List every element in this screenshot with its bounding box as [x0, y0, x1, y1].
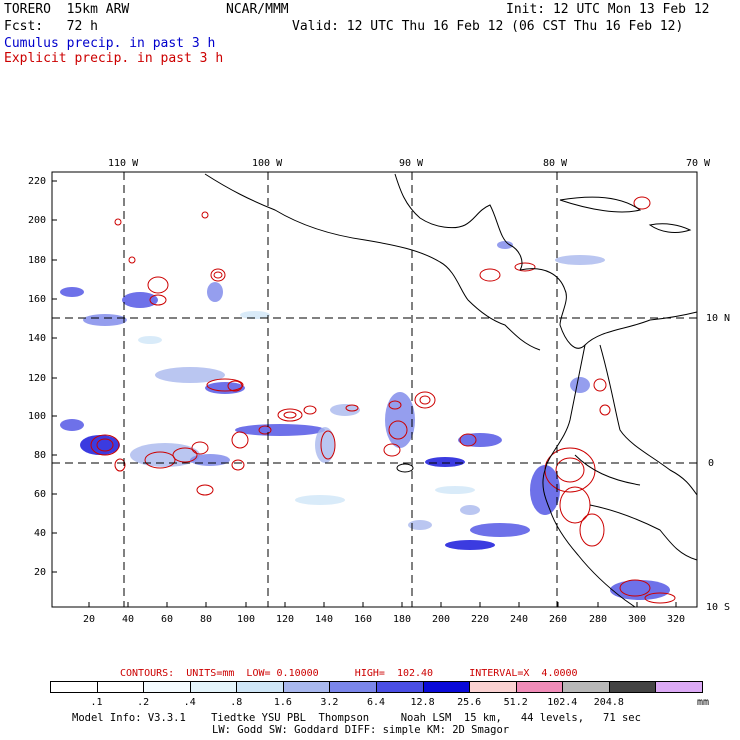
lat-label-0: 0 [708, 458, 715, 469]
x-tick-260: 260 [549, 614, 568, 625]
hispaniola-outline [648, 223, 692, 233]
map-frame [51, 171, 698, 608]
south-america-west-coast [542, 344, 636, 608]
colorbar-value: .2 [137, 697, 150, 708]
galapagos [396, 463, 414, 473]
forecast-hour: Fcst: 72 h [4, 19, 98, 34]
y-tick-140: 140 [28, 333, 47, 344]
footer-physics-info: LW: Godd SW: Goddard DIFF: simple KM: 2D… [212, 724, 510, 736]
x-tick-140: 140 [315, 614, 334, 625]
x-tick-240: 240 [510, 614, 529, 625]
x-tick-220: 220 [471, 614, 490, 625]
cuba-outline [559, 196, 642, 213]
colorbar-swatch [282, 681, 331, 693]
y-tick-120: 120 [28, 373, 47, 384]
tick-marks [52, 180, 677, 607]
x-tick-80: 80 [200, 614, 213, 625]
colorbar-swatch [329, 681, 377, 693]
colorbar-swatch [143, 681, 191, 693]
yucatan-gulf-coast [394, 173, 523, 271]
lat-label-10s: 10 S [706, 602, 731, 613]
explicit-legend: Explicit precip. in past 3 h [4, 51, 224, 66]
x-tick-280: 280 [589, 614, 608, 625]
y-tick-160: 160 [28, 294, 47, 305]
colorbar-value: 6.4 [366, 697, 386, 708]
x-tick-40: 40 [122, 614, 135, 625]
cumulus-precip-shading [60, 241, 670, 600]
lon-label-70w: 70 W [686, 158, 711, 169]
y-tick-40: 40 [34, 528, 47, 539]
init-time: Init: 12 UTC Mon 13 Feb 12 [506, 2, 710, 17]
colorbar-value: .4 [183, 697, 196, 708]
colorbar-swatch [50, 681, 98, 693]
x-tick-100: 100 [237, 614, 256, 625]
coastlines [204, 173, 698, 608]
colorbar-unit: mm [697, 697, 710, 708]
colorbar-value: 3.2 [320, 697, 339, 708]
colorbar-swatch [469, 681, 517, 693]
y-tick-100: 100 [28, 411, 47, 422]
colorbar-value: 51.2 [503, 697, 528, 708]
lon-label-90w: 90 W [399, 158, 424, 169]
colorbar-swatch [608, 681, 657, 693]
graticule [52, 172, 697, 607]
colorbar-swatch [422, 681, 471, 693]
y-tick-180: 180 [28, 255, 47, 266]
colorbar-swatch [562, 681, 610, 693]
y-tick-220: 220 [28, 176, 47, 187]
contour-info: CONTOURS: UNITS=mm LOW= 0.10000 HIGH= 10… [120, 668, 578, 679]
x-tick-160: 160 [354, 614, 373, 625]
lon-label-100w: 100 W [252, 158, 283, 169]
y-tick-200: 200 [28, 215, 47, 226]
footer-model-info: Model Info: V3.3.1 Tiedtke YSU PBL Thomp… [72, 712, 641, 724]
inner-border-2 [589, 504, 698, 561]
y-tick-80: 80 [34, 450, 47, 461]
lon-label-110w: 110 W [108, 158, 139, 169]
x-tick-20: 20 [83, 614, 96, 625]
colorbar-swatch [96, 681, 145, 693]
cumulus-legend: Cumulus precip. in past 3 h [4, 36, 216, 51]
colorbar-value: 25.6 [457, 697, 482, 708]
lon-label-80w: 80 W [543, 158, 568, 169]
colorbar-swatch [655, 681, 703, 693]
andes-border [599, 344, 698, 496]
colorbar-value: 1.6 [273, 697, 292, 708]
colorbar-swatch [515, 681, 564, 693]
colorbar-swatch [236, 681, 284, 693]
y-tick-20: 20 [34, 567, 47, 578]
inner-border-1 [574, 454, 641, 486]
lat-label-10n: 10 N [706, 313, 731, 324]
colorbar-value: .1 [90, 697, 103, 708]
explicit-precip-contours [90, 196, 676, 604]
colorbar-swatch [189, 681, 238, 693]
org-label: NCAR/MMM [226, 2, 289, 17]
y-tick-60: 60 [34, 489, 47, 500]
x-tick-60: 60 [161, 614, 174, 625]
colorbar-value: 12.8 [410, 697, 435, 708]
colorbar-value: .8 [230, 697, 243, 708]
mexico-coast [204, 173, 541, 351]
x-tick-200: 200 [432, 614, 451, 625]
colorbar-value: 102.4 [547, 697, 578, 708]
x-tick-180: 180 [393, 614, 412, 625]
x-tick-300: 300 [628, 614, 647, 625]
x-tick-320: 320 [667, 614, 686, 625]
model-title: TORERO 15km ARW [4, 2, 130, 17]
x-tick-120: 120 [276, 614, 295, 625]
colorbar-swatch [376, 681, 424, 693]
caribbean-coast [519, 268, 698, 349]
valid-time: Valid: 12 UTC Thu 16 Feb 12 (06 CST Thu … [292, 19, 684, 34]
colorbar-value: 204.8 [593, 697, 624, 708]
